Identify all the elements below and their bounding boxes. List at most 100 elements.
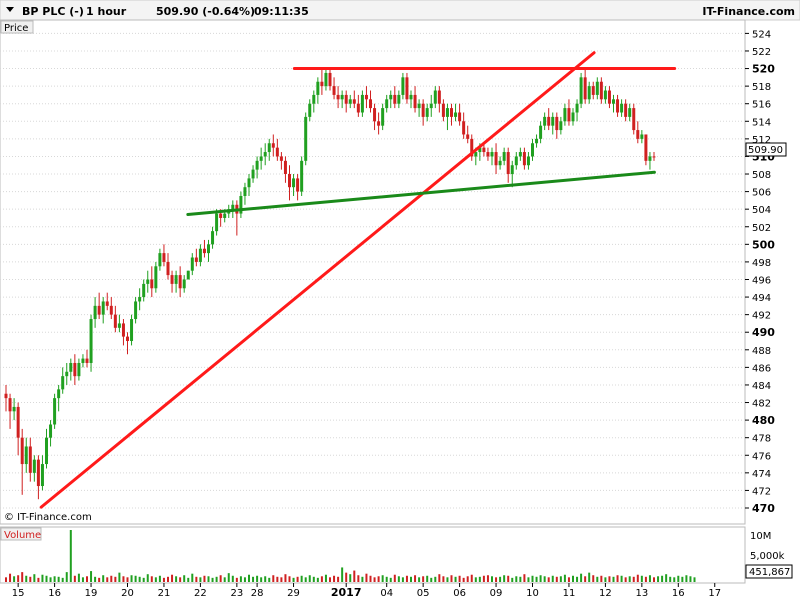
volume-bar [150,576,153,582]
volume-bar [624,577,627,582]
volume-bar [211,577,214,582]
candle-body [332,86,336,95]
y-tick-label: 514 [752,117,771,128]
volume-bar [333,575,336,582]
x-tick-label: 16 [672,588,685,599]
x-tick-label: 09 [490,588,503,599]
candle-body [612,99,615,104]
chevron-down-icon[interactable] [6,7,14,12]
volume-bar [389,577,392,582]
volume-bar [466,576,469,582]
candle-body [352,99,356,104]
volume-bar [653,577,655,582]
clock-time: 09:11:35 [254,5,309,18]
volume-bar [462,577,465,582]
candle-body [73,362,77,377]
volume-bar [640,575,643,582]
x-tick-label: 2017 [331,586,362,599]
volume-bar [677,575,680,582]
volume-bar [681,576,684,582]
volume-bar [191,573,194,582]
volume-bar [365,573,368,582]
candle-body [583,77,587,100]
y-tick-label: 476 [752,451,771,462]
candle-body [8,398,12,412]
candle-body [437,90,441,104]
volume-bar [385,576,388,582]
volume-bar [296,576,299,582]
volume-bar [426,575,429,582]
volume-bar [353,570,356,582]
volume-bar [446,577,449,582]
volume-bar [256,575,259,582]
volume-bar [90,571,93,582]
candle-body [373,108,377,122]
y-tick-label: 508 [752,170,771,181]
y-tick-label: 500 [752,238,775,251]
candle-body [393,94,397,104]
volume-bar [450,575,453,582]
y-axis: 470 472 474 476 478 480 482 484 486 488 490 492 494 4… [745,29,775,515]
volume-bar [13,576,16,582]
candle-body [255,160,259,170]
volume-last-box [745,564,793,579]
volume-bar [547,577,550,582]
y-tick-label: 506 [752,188,771,199]
volume-bar [61,577,64,582]
watermark: © IT-Finance.com [4,512,92,523]
candle-body [12,406,16,412]
volume-bar [414,575,417,582]
volume-bar [478,576,481,582]
candle-body [32,459,36,473]
candle-body [69,362,73,372]
y-tick-label: 472 [752,486,771,497]
candle-body [591,86,595,95]
volume-bar [126,577,129,582]
candle-body [632,108,636,131]
volume-bar [393,574,396,582]
candle-body [45,437,48,465]
candle-body [219,213,223,218]
volume-bar [9,573,12,582]
volume-bar [381,575,384,582]
volume-bar [312,576,315,582]
volume-bar [162,577,165,582]
candle-body [113,314,117,328]
volume-bar [102,575,105,582]
x-tick-label: 22 [194,588,207,599]
candle-body [182,279,186,289]
volume-bar [276,576,279,582]
volume-bar [329,577,331,582]
volume-last-label: 451,867 [749,567,790,578]
volume-panel-label: Volume [4,530,41,541]
volume-bar [207,576,210,582]
candle-body [211,231,215,245]
candle-body [595,81,599,95]
candle-body [263,152,267,157]
volume-bar [551,575,554,582]
volume-bar [410,576,412,582]
y-tick-label: 520 [752,63,775,76]
volume-bar [600,575,603,582]
volume-bar [215,576,218,582]
candle-body [563,108,567,122]
volume-bar [523,574,526,582]
volume-bar [223,577,226,582]
candle-body [620,103,624,113]
volume-bar [604,577,607,582]
volume-bar [567,577,570,582]
volume-bar [576,576,579,582]
candle-body [215,213,219,232]
volume-bar [357,575,360,582]
volume-bar [418,577,421,582]
volume-bar [442,576,445,582]
candle-body [644,134,648,161]
candle-body [462,121,466,135]
candle-body [567,108,571,122]
volume-bar [272,575,275,582]
x-axis: 15 16 19 20 21 22 23 28 29 2017 04 05 06 09 10 11 12 13 16… [12,583,721,599]
x-tick-label: 11 [563,588,576,599]
candle-body [599,81,603,100]
candle-body [344,94,348,104]
